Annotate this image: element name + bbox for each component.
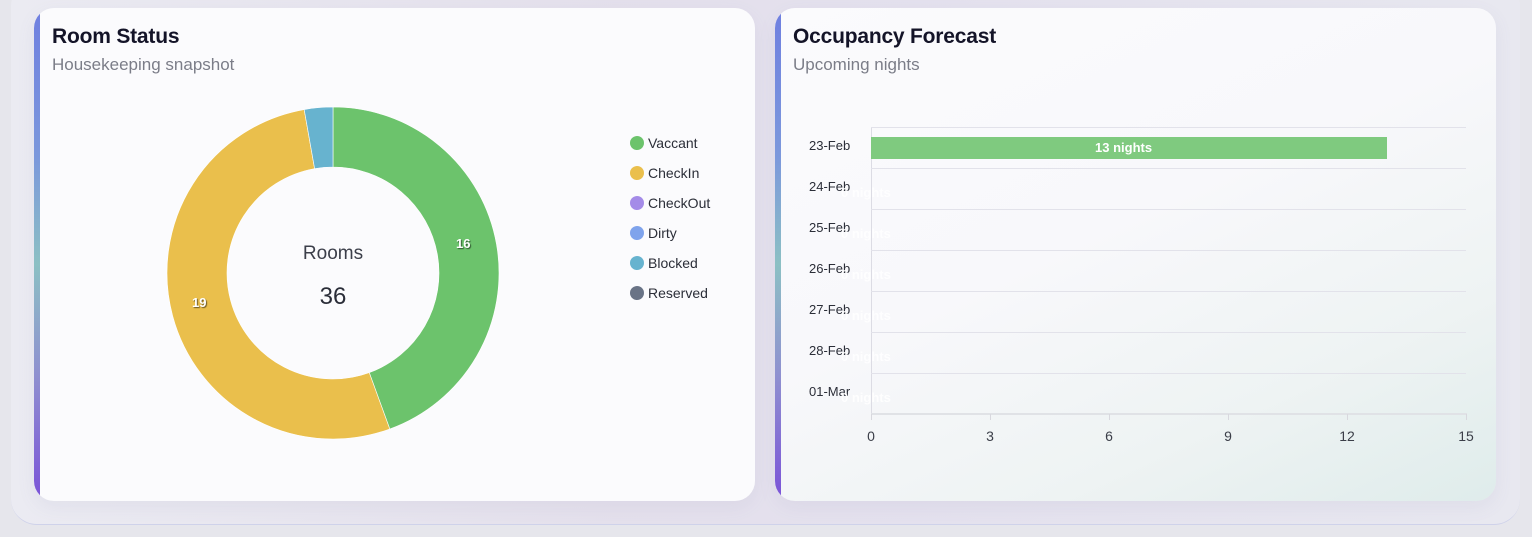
card-accent-bar bbox=[34, 8, 40, 501]
y-axis-line bbox=[871, 127, 872, 414]
x-axis-tick-label: 0 bbox=[867, 428, 875, 444]
donut-slice-blocked[interactable] bbox=[303, 106, 334, 169]
legend-item-dirty[interactable]: Dirty bbox=[630, 218, 710, 248]
x-tick bbox=[990, 414, 991, 420]
bar-data-label: 0 nights bbox=[841, 390, 891, 405]
card-title: Room Status bbox=[52, 25, 180, 48]
donut-legend: Vaccant CheckIn CheckOut Dirty Blocked R… bbox=[630, 128, 710, 308]
y-axis-label: 26-Feb bbox=[809, 261, 851, 276]
legend-label: Dirty bbox=[648, 225, 677, 241]
card-subtitle: Upcoming nights bbox=[793, 55, 920, 74]
donut-slice-vaccant[interactable] bbox=[332, 106, 500, 430]
room-status-donut-chart: Rooms 36 16 19 bbox=[166, 99, 500, 441]
card-title: Occupancy Forecast bbox=[793, 25, 996, 48]
legend-dot-icon bbox=[630, 166, 644, 180]
gridline bbox=[871, 332, 1466, 333]
legend-item-vaccant[interactable]: Vaccant bbox=[630, 128, 710, 158]
x-axis-line bbox=[871, 413, 1467, 415]
legend-dot-icon bbox=[630, 196, 644, 210]
slice-label-vaccant: 16 bbox=[456, 236, 471, 251]
y-axis-label: 25-Feb bbox=[809, 220, 851, 235]
room-status-card: Room Status Housekeeping snapshot Rooms … bbox=[34, 8, 755, 501]
x-tick bbox=[1228, 414, 1229, 420]
bar-data-label: 0 nights bbox=[841, 308, 891, 323]
x-tick bbox=[1466, 414, 1467, 420]
gridline bbox=[871, 373, 1466, 374]
x-axis-tick-label: 6 bbox=[1105, 428, 1113, 444]
x-axis-tick-label: 12 bbox=[1339, 428, 1355, 444]
legend-dot-icon bbox=[630, 226, 644, 240]
y-axis-label: 27-Feb bbox=[809, 302, 851, 317]
legend-label: Blocked bbox=[648, 255, 698, 271]
slice-label-checkin: 19 bbox=[192, 295, 207, 310]
legend-label: CheckIn bbox=[648, 165, 700, 181]
legend-item-reserved[interactable]: Reserved bbox=[630, 278, 710, 308]
legend-item-checkin[interactable]: CheckIn bbox=[630, 158, 710, 188]
gridline bbox=[871, 291, 1466, 292]
gridline bbox=[871, 250, 1466, 251]
bar-23-feb[interactable] bbox=[871, 137, 1387, 159]
gridline bbox=[871, 168, 1466, 169]
gridline bbox=[871, 127, 1466, 128]
x-axis-tick-label: 3 bbox=[986, 428, 994, 444]
legend-dot-icon bbox=[630, 256, 644, 270]
legend-label: CheckOut bbox=[648, 195, 711, 211]
bar-data-label: 0 nights bbox=[841, 185, 891, 200]
legend-dot-icon bbox=[630, 286, 644, 300]
y-axis-label: 28-Feb bbox=[809, 343, 851, 358]
x-tick bbox=[1347, 414, 1348, 420]
legend-label: Vaccant bbox=[648, 135, 698, 151]
gridline bbox=[871, 209, 1466, 210]
bar-data-label: 0 nights bbox=[841, 226, 891, 241]
bar-data-label: 13 nights bbox=[1095, 140, 1153, 155]
x-tick bbox=[871, 414, 872, 420]
x-tick bbox=[1109, 414, 1110, 420]
legend-dot-icon bbox=[630, 136, 644, 150]
donut-center-value: 36 bbox=[319, 283, 347, 310]
legend-label: Reserved bbox=[648, 285, 708, 301]
bar-data-label: 0 nights bbox=[841, 267, 891, 282]
y-axis-label: 23-Feb bbox=[809, 138, 851, 153]
occupancy-forecast-card: Occupancy Forecast Upcoming nights 23-Fe… bbox=[775, 8, 1496, 501]
card-subtitle: Housekeeping snapshot bbox=[52, 55, 235, 74]
x-axis-tick-label: 9 bbox=[1224, 428, 1232, 444]
y-axis-label: 24-Feb bbox=[809, 179, 851, 194]
donut-svg bbox=[166, 106, 500, 440]
legend-item-blocked[interactable]: Blocked bbox=[630, 248, 710, 278]
occupancy-bar-chart: 23-Feb 24-Feb 25-Feb 26-Feb 27-Feb 28-Fe… bbox=[775, 8, 1496, 501]
bar-data-label: 0 nights bbox=[841, 349, 891, 364]
card-accent-bar bbox=[775, 8, 781, 501]
y-axis-label: 01-Mar bbox=[809, 384, 851, 399]
donut-center-label: Rooms bbox=[302, 243, 364, 264]
x-axis-tick-label: 15 bbox=[1458, 428, 1474, 444]
donut-slice-checkin[interactable] bbox=[166, 109, 391, 440]
legend-item-checkout[interactable]: CheckOut bbox=[630, 188, 710, 218]
